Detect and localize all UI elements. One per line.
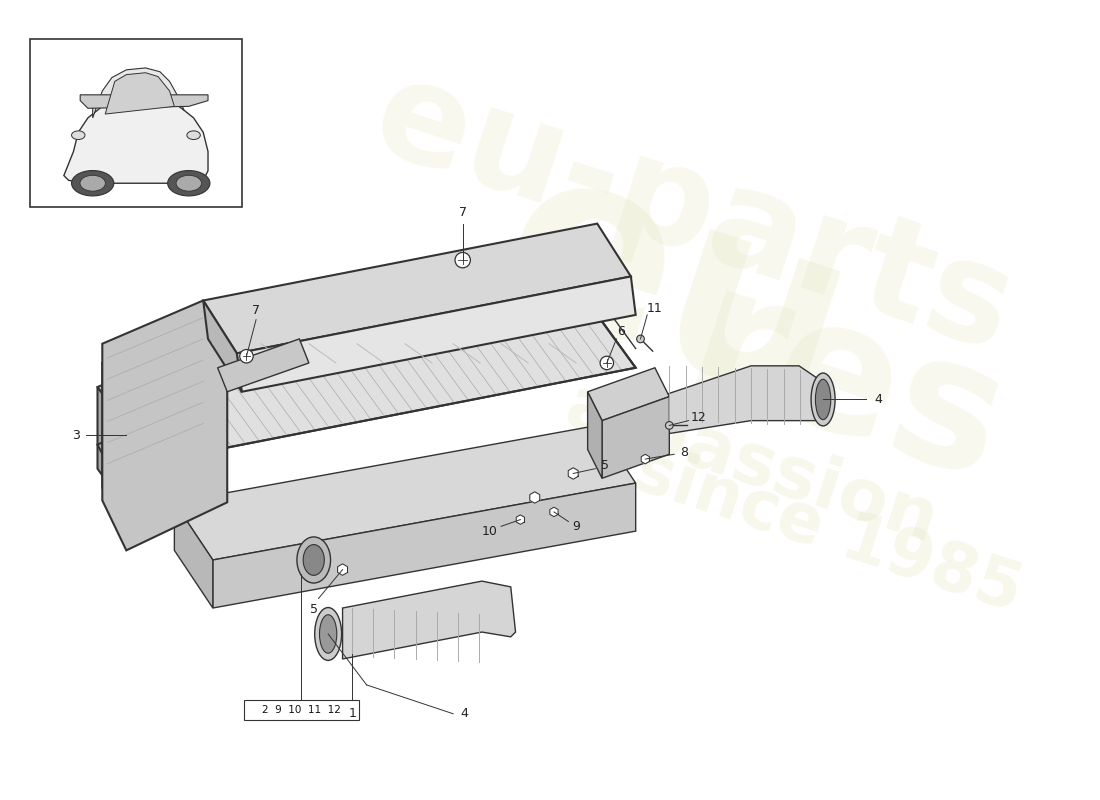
Polygon shape — [179, 315, 636, 450]
Circle shape — [637, 335, 645, 342]
Circle shape — [601, 356, 614, 370]
Text: 5: 5 — [310, 603, 318, 617]
Polygon shape — [102, 301, 228, 550]
Polygon shape — [587, 392, 602, 478]
Polygon shape — [64, 98, 208, 183]
Text: since 1985: since 1985 — [626, 438, 1030, 625]
Text: eu: eu — [472, 122, 877, 460]
Text: 11: 11 — [647, 302, 663, 314]
Polygon shape — [121, 378, 218, 502]
Polygon shape — [175, 426, 636, 560]
Ellipse shape — [176, 175, 201, 191]
Text: 7: 7 — [459, 206, 466, 218]
Ellipse shape — [72, 131, 85, 139]
Polygon shape — [338, 564, 348, 575]
Bar — [30, 39, 242, 207]
Text: 10: 10 — [482, 525, 497, 538]
Ellipse shape — [187, 131, 200, 139]
Text: 1: 1 — [349, 707, 356, 720]
Polygon shape — [236, 277, 636, 392]
Polygon shape — [98, 349, 218, 421]
Text: 7: 7 — [252, 303, 260, 317]
Ellipse shape — [315, 607, 342, 660]
Polygon shape — [660, 366, 823, 435]
Polygon shape — [80, 95, 208, 108]
Circle shape — [455, 253, 471, 268]
Ellipse shape — [815, 379, 830, 420]
Text: eu-parts: eu-parts — [358, 47, 1028, 380]
Polygon shape — [179, 296, 597, 397]
Polygon shape — [106, 73, 175, 114]
Polygon shape — [98, 387, 121, 502]
Polygon shape — [204, 224, 631, 354]
Ellipse shape — [297, 537, 330, 583]
Polygon shape — [102, 363, 126, 531]
Circle shape — [240, 350, 253, 363]
Polygon shape — [516, 515, 525, 525]
Polygon shape — [175, 502, 212, 608]
Polygon shape — [92, 68, 184, 118]
Polygon shape — [530, 492, 540, 503]
Polygon shape — [550, 507, 558, 517]
Polygon shape — [569, 468, 579, 479]
Text: 12: 12 — [691, 411, 706, 424]
Polygon shape — [218, 339, 309, 392]
Text: 4: 4 — [461, 707, 469, 720]
Text: 3: 3 — [73, 429, 80, 442]
Text: 8: 8 — [680, 446, 688, 459]
Polygon shape — [641, 454, 649, 464]
Text: 5: 5 — [601, 459, 609, 472]
Polygon shape — [602, 397, 669, 478]
Ellipse shape — [304, 545, 324, 575]
Ellipse shape — [167, 170, 210, 196]
Ellipse shape — [811, 373, 835, 426]
Text: 2  9  10  11  12: 2 9 10 11 12 — [262, 705, 341, 715]
Text: 9: 9 — [572, 520, 580, 533]
Circle shape — [666, 422, 673, 430]
Polygon shape — [212, 483, 636, 608]
Polygon shape — [342, 581, 516, 659]
Polygon shape — [98, 402, 212, 481]
Text: 4: 4 — [873, 393, 882, 406]
Text: 6: 6 — [617, 325, 625, 338]
Ellipse shape — [80, 175, 106, 191]
Bar — [243, 700, 359, 719]
Text: a passion: a passion — [557, 371, 945, 556]
Ellipse shape — [72, 170, 113, 196]
Polygon shape — [204, 301, 242, 392]
Text: res: res — [669, 254, 1026, 520]
Polygon shape — [587, 368, 669, 421]
Polygon shape — [102, 325, 218, 406]
Ellipse shape — [319, 614, 337, 653]
